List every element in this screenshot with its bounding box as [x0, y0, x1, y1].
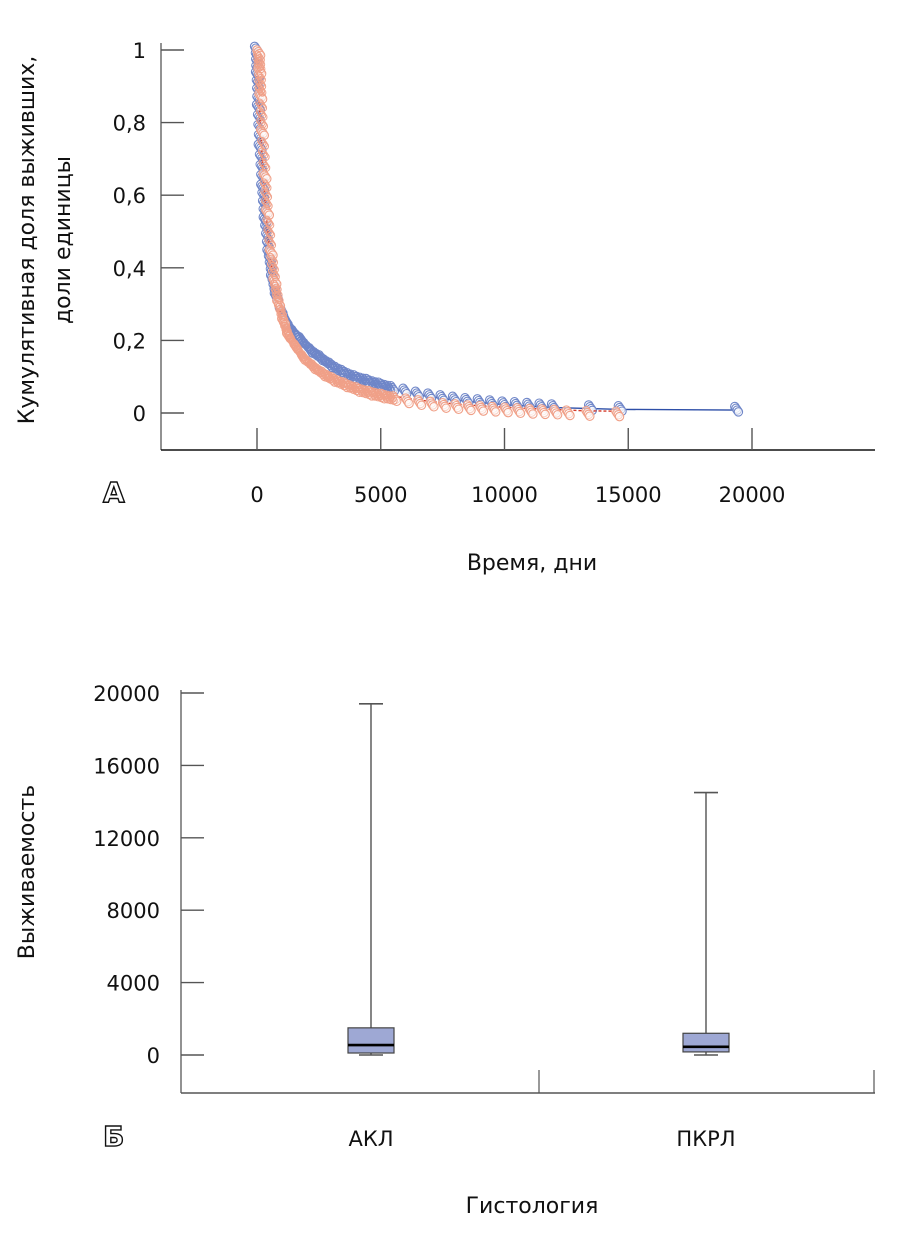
data-point [733, 407, 744, 417]
data-point [275, 296, 284, 305]
panel-a-series [249, 41, 744, 422]
data-point [256, 63, 265, 72]
data-point [585, 411, 595, 421]
data-point [416, 400, 427, 411]
panel-a-x-tick-label: 10000 [471, 483, 538, 507]
data-point [265, 229, 274, 238]
data-point [404, 398, 414, 409]
data-point [278, 313, 287, 322]
data-point [490, 407, 501, 417]
data-point [441, 403, 451, 413]
panel-b-boxes [347, 703, 730, 1056]
data-point [257, 75, 266, 85]
panel-b: 0 4000 8000 12000 16000 20000 АКЛ ПКРЛ Выжива… [15, 682, 875, 1219]
panel-b-category-label: АКЛ [348, 1127, 393, 1151]
data-point [256, 80, 265, 89]
panel-b-y-axis-title: Выживаемость [15, 785, 40, 960]
data-point [386, 396, 395, 405]
panel-b-y-tick-label: 20000 [93, 682, 160, 706]
panel-a-x-tick-labels: 0 5000 10000 15000 20000 [250, 483, 785, 507]
panel-a-y-axis-title-line-2: доли единицы [51, 156, 76, 324]
panel-a: 0 0,2 0,4 0,6 0,8 1 0 5000 10000 15000 20000 Куму… [15, 39, 875, 576]
data-point [260, 162, 270, 171]
panel-b-y-tick-label: 16000 [93, 754, 160, 778]
panel-b-y-tick-label: 0 [147, 1044, 160, 1068]
panel-b-y-tick-labels: 0 4000 8000 12000 16000 20000 [93, 682, 160, 1068]
data-point [466, 405, 476, 416]
data-point [263, 200, 272, 209]
panel-a-y-axis-title-line-1: Кумулятивная доля выживших, [15, 56, 40, 425]
data-point [540, 409, 550, 420]
panel-a-x-tick-label: 20000 [719, 483, 786, 507]
panel-a-y-tick-label: 0,4 [113, 257, 146, 281]
data-point [271, 272, 280, 281]
data-point [267, 241, 277, 250]
series-pkrl [252, 45, 625, 422]
data-point [259, 140, 268, 149]
data-point [262, 163, 271, 172]
box-pkrl [682, 791, 730, 1056]
data-point [258, 82, 267, 91]
panel-a-y-tick-label: 0,8 [113, 112, 146, 136]
data-point [266, 221, 275, 230]
data-point [429, 402, 439, 412]
panel-a-y-tick-label: 0,6 [113, 184, 146, 208]
interquartile-box [347, 1027, 395, 1054]
data-point [270, 270, 279, 280]
panel-a-letter: А [103, 476, 125, 509]
data-point [528, 409, 538, 419]
panel-a-x-tick-label: 15000 [595, 483, 662, 507]
panel-a-y-tick-label: 0,2 [113, 329, 146, 353]
data-point [258, 88, 267, 97]
data-point [389, 396, 398, 405]
panel-b-x-axis-title: Гистология [466, 1194, 599, 1219]
panel-b-axes [180, 690, 875, 1094]
data-point [385, 394, 394, 403]
box-akl [347, 703, 395, 1056]
series-line [256, 49, 738, 411]
data-point [258, 120, 267, 129]
data-point [503, 407, 513, 418]
data-point [273, 289, 282, 298]
panel-a-x-axis-title: Время, дни [467, 551, 597, 576]
data-point [515, 408, 526, 419]
panel-a-axes [160, 43, 875, 451]
panel-a-x-tick-label: 5000 [354, 483, 407, 507]
data-point [259, 122, 268, 131]
data-point [478, 406, 489, 416]
panel-b-y-tick-label: 4000 [107, 972, 160, 996]
data-point [388, 394, 397, 403]
series-akl [249, 41, 744, 417]
panel-b-letter: Б [103, 1120, 124, 1153]
data-point [257, 86, 266, 95]
data-point [552, 410, 563, 420]
panel-a-y-tick-label: 0 [133, 402, 146, 426]
data-point [274, 294, 283, 303]
data-point [614, 411, 625, 422]
panel-b-category-label: ПКРЛ [676, 1127, 735, 1151]
data-point [264, 219, 274, 228]
data-point [274, 290, 283, 300]
data-point [266, 239, 275, 248]
panel-a-y-tick-label: 1 [133, 39, 146, 63]
data-point [565, 410, 575, 421]
panel-a-x-tick-label: 0 [250, 483, 263, 507]
panel-b-y-tick-label: 8000 [107, 899, 160, 923]
data-point [264, 201, 273, 211]
data-point [453, 404, 464, 415]
data-point [256, 74, 265, 83]
panel-b-y-tick-label: 12000 [93, 827, 160, 851]
interquartile-box [682, 1032, 730, 1053]
panel-a-y-tick-labels: 0 0,2 0,4 0,6 0,8 1 [113, 39, 146, 426]
data-point [267, 231, 276, 240]
